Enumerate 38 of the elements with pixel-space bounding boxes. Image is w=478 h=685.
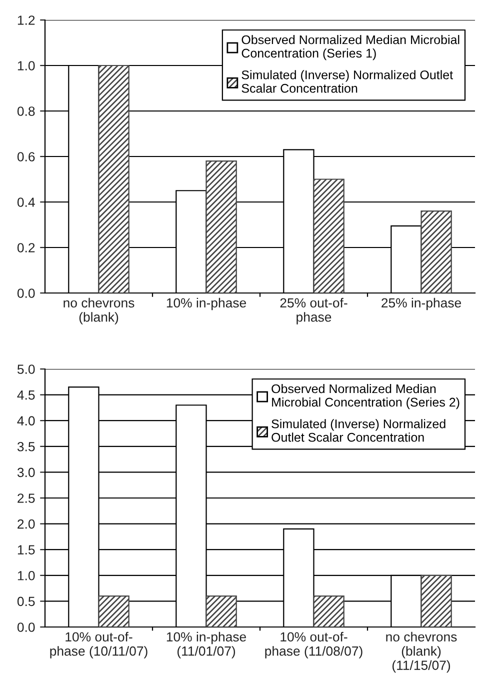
bar — [420, 210, 452, 293]
x-tick-label: 10% in-phase (11/01/07) — [166, 632, 246, 658]
y-tick-label: 0.6 — [17, 152, 35, 162]
bar — [313, 178, 344, 293]
bar — [98, 595, 130, 627]
legend-label: Observed Normalized Median Microbial Concentration (Series 1) — [242, 35, 460, 60]
bar — [206, 595, 237, 627]
x-tick-label: 10% out-of- phase (11/08/07) — [265, 632, 362, 658]
y-tick-label: 1.0 — [18, 61, 35, 70]
bar — [206, 160, 237, 293]
y-tick-label: 5.0 — [17, 364, 35, 374]
x-tick-label: 25% out-of- phase — [280, 298, 348, 324]
x-tick-label: no chevrons (blank) (11/15/07) — [386, 632, 457, 673]
y-tick-label: 4.0 — [17, 416, 35, 426]
x-tick-label: 25% in-phase — [382, 298, 462, 310]
y-tick-label: 1.0 — [18, 570, 35, 580]
y-tick-label: 2.0 — [18, 519, 35, 529]
bar — [98, 64, 130, 293]
legend-label: Simulated (Inverse) Normalized Outlet Scalar Concentration — [272, 419, 446, 442]
x-tick-label: no chevrons (blank) — [64, 298, 134, 324]
y-tick-label: 1.5 — [18, 545, 35, 555]
y-tick-label: 1.2 — [18, 16, 35, 25]
x-tick-label: 10% out-of- phase (10/11/07) — [50, 632, 148, 658]
x-tick-label: 10% in-phase — [166, 298, 246, 310]
y-tick-label: 0.0 — [17, 622, 35, 632]
y-tick-label: 0.2 — [17, 243, 35, 252]
y-tick-label: 0.5 — [17, 596, 35, 606]
y-tick-label: 0.8 — [17, 106, 35, 116]
y-tick-label: 3.5 — [17, 442, 35, 452]
bar — [420, 574, 452, 627]
bar — [313, 595, 344, 627]
y-tick-label: 2.5 — [18, 494, 35, 503]
y-tick-label: 3.0 — [17, 468, 35, 478]
y-tick-label: 4.5 — [17, 390, 35, 400]
legend-label: Observed Normalized Median Microbial Concentration (Series 2) — [272, 384, 460, 410]
y-tick-label: 0.4 — [17, 198, 35, 207]
y-tick-label: 0.0 — [17, 288, 35, 298]
legend-label: Simulated (Inverse) Normalized Outlet Scalar Concentration — [242, 70, 453, 93]
